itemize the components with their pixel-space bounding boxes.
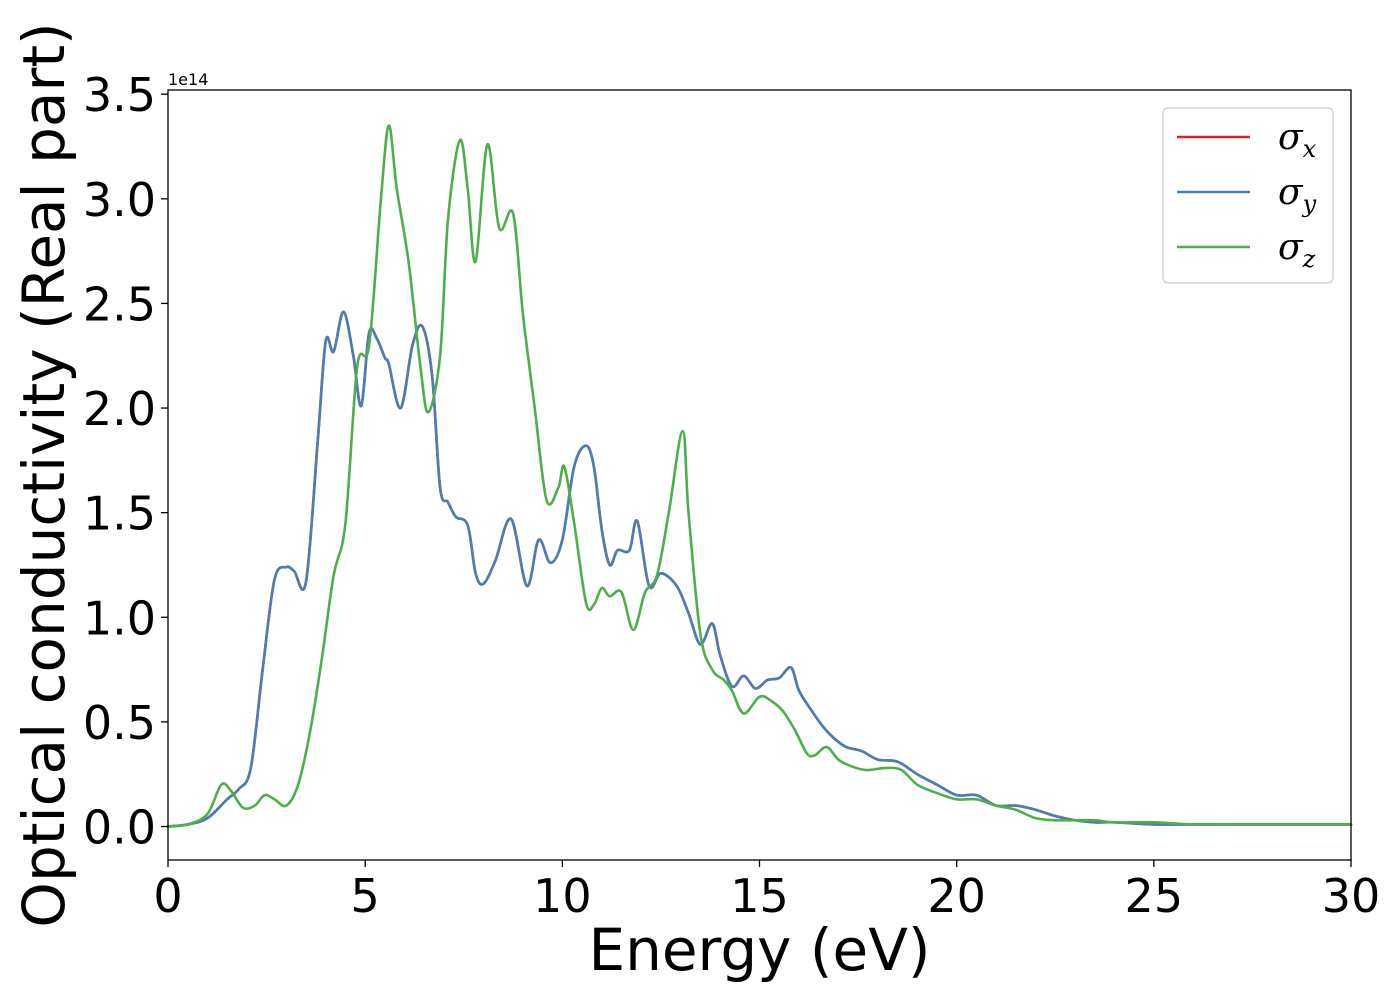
y-tick-label: 0.5	[83, 696, 156, 750]
y-tick-label: 2.5	[83, 277, 156, 331]
series-layer	[166, 124, 1353, 828]
x-tick-label: 25	[1125, 869, 1184, 923]
x-tick-label: 15	[730, 869, 789, 923]
y-tick-label: 0.0	[83, 801, 156, 855]
legend-frame	[1162, 107, 1334, 284]
y-tick-label: 3.0	[83, 173, 156, 227]
x-axis-ticks: 0 5 10 15 20 25 30	[153, 860, 1380, 923]
x-axis-title: Energy (eV)	[588, 916, 930, 984]
y-offset-label: 1e14	[168, 70, 208, 89]
y-axis-title: Optical conductivity (Real part)	[10, 22, 78, 927]
y-tick-label: 1.5	[83, 487, 156, 541]
series-line-sigma-z	[166, 124, 1353, 828]
x-tick-label: 0	[153, 869, 182, 923]
x-tick-label: 10	[533, 869, 592, 923]
y-tick-label: 3.5	[83, 68, 156, 122]
series-line-sigma-y	[166, 310, 1353, 828]
y-axis-ticks: 0.0 0.5 1.0 1.5 2.0 2.5 3.0 3.5	[83, 68, 168, 855]
x-tick-label: 5	[351, 869, 380, 923]
x-tick-label: 20	[927, 869, 986, 923]
x-tick-label: 30	[1322, 869, 1381, 923]
y-tick-label: 2.0	[83, 382, 156, 436]
y-tick-label: 1.0	[83, 591, 156, 645]
